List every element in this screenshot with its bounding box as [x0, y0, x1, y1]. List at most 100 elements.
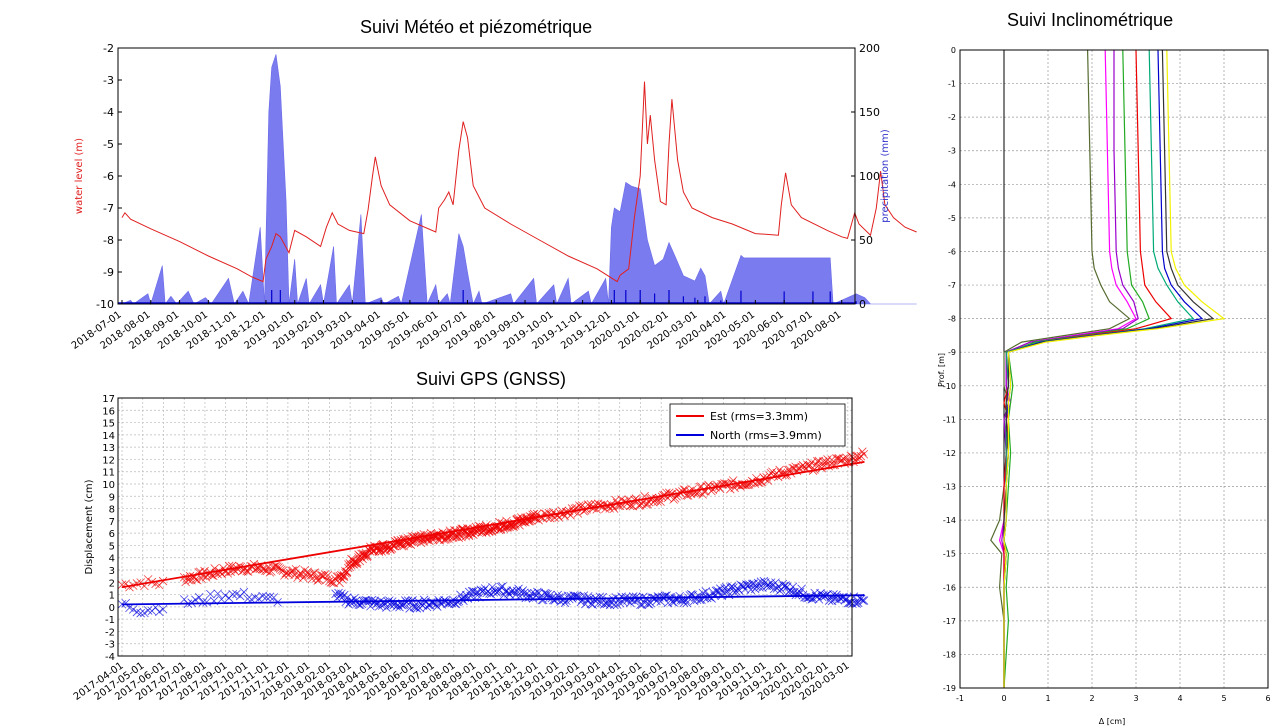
gps-point: [389, 541, 398, 551]
gps-point: [628, 592, 638, 601]
gps-point: [269, 593, 279, 602]
gps-ytick-label: 13: [102, 443, 115, 454]
gps-point: [158, 604, 168, 614]
gps-point: [605, 600, 615, 610]
gps-point: [499, 524, 509, 533]
gps-point: [486, 526, 495, 536]
gps-point: [334, 588, 343, 598]
gps-point: [136, 608, 145, 618]
gps-frame: [117, 397, 853, 657]
inclino-profile-line: [1001, 50, 1139, 688]
inclino-profile-line: [1003, 49, 1173, 688]
inclino-ylabel: Prof. [m]: [937, 353, 946, 387]
gps-point: [312, 574, 321, 583]
inclino-xtick-label: 5: [1221, 694, 1226, 703]
gps-point: [716, 584, 725, 593]
gps-ytick-label: 7: [109, 517, 115, 528]
gps-point: [682, 598, 692, 608]
gps-legend-label: Est (rms=3.3mm): [710, 410, 808, 423]
gps-point: [281, 568, 291, 578]
gps-point: [466, 528, 475, 538]
gps-point: [509, 587, 519, 597]
gps-point: [323, 570, 333, 580]
gps-ytick-label: 2: [109, 578, 115, 589]
gps-point: [486, 525, 496, 534]
gps-point: [271, 561, 280, 571]
inclino-title: Suivi Inclinométrique: [1007, 10, 1174, 30]
meteo-ytick-label: -5: [103, 138, 114, 151]
gps-point: [639, 592, 648, 602]
gps-point: [627, 501, 636, 510]
meteo-ytick-label: -9: [103, 266, 114, 279]
gps-point: [853, 598, 863, 608]
gps-ytick-label: 9: [109, 492, 115, 503]
inclino-ytick-label: -9: [948, 348, 956, 357]
gps-ytick-label: 4: [109, 554, 115, 565]
gps-point: [831, 454, 841, 463]
gps-point: [239, 587, 249, 597]
gps-point: [322, 575, 331, 585]
gps-point: [546, 590, 555, 600]
gps-point: [859, 449, 869, 459]
gps-point: [201, 573, 211, 582]
gps-point: [533, 587, 542, 597]
inclino-profile-line: [998, 49, 1137, 688]
meteo-ytick-label: -10: [96, 298, 114, 311]
inclino-profile-line: [1003, 49, 1215, 688]
inclino-profile-line: [1003, 49, 1204, 688]
gps-point: [621, 592, 631, 602]
gps-point: [466, 591, 475, 601]
gps-point: [794, 590, 803, 600]
inclino-xlabel: Δ [cm]: [1099, 717, 1125, 726]
meteo-ytick-label: -3: [103, 74, 114, 87]
gps-point: [194, 593, 204, 602]
meteo-y2tick-label: 100: [859, 170, 880, 183]
gps-point: [265, 592, 275, 602]
gps-point: [656, 497, 665, 506]
gps-point: [387, 544, 397, 553]
gps-point: [342, 567, 352, 577]
gps-point: [143, 606, 153, 615]
gps-point: [851, 598, 860, 608]
gps-point: [829, 590, 838, 599]
meteo-y2label: precipitation (mm): [880, 129, 891, 223]
gps-point: [505, 522, 514, 532]
gps-ytick-label: 5: [109, 541, 115, 552]
inclino-profile-line: [1003, 49, 1150, 689]
gps-point: [586, 599, 596, 609]
inclino-ytick-label: -1: [948, 80, 956, 89]
gps-point: [698, 588, 708, 598]
inclino-xtick-label: 0: [1001, 694, 1006, 703]
gps-point: [206, 589, 215, 599]
gps-point: [788, 582, 798, 592]
gps-point: [287, 566, 296, 576]
gps-point: [821, 457, 831, 467]
gps-point: [320, 570, 330, 579]
meteo-ytick-label: -7: [103, 202, 114, 215]
inclino-ytick-label: -4: [948, 180, 956, 189]
inclino-ytick-label: -11: [943, 415, 956, 424]
gps-point: [834, 454, 844, 463]
gps-ytick-label: 16: [102, 406, 115, 417]
inclino-frame: [959, 49, 1269, 689]
gps-ytick-label: -4: [105, 652, 115, 663]
inclino-ytick-label: -6: [948, 247, 956, 256]
gps-point: [610, 600, 619, 610]
gps-point: [771, 578, 780, 587]
gps-point: [220, 591, 230, 600]
gps-point: [374, 547, 384, 556]
inclino-ytick-label: -15: [943, 550, 956, 559]
gps-ytick-label: -1: [105, 615, 115, 626]
gps-point: [609, 504, 619, 513]
inclino-ytick-label: -17: [943, 617, 956, 626]
gps-point: [711, 586, 721, 596]
gps-ytick-label: 1: [109, 591, 115, 602]
gps-point: [342, 568, 352, 577]
gps-point: [849, 592, 859, 601]
gps-point: [243, 594, 252, 604]
inclino-ytick-label: -12: [943, 449, 956, 458]
gps-ytick-label: 14: [102, 431, 115, 442]
gps-legend-label: North (rms=3.9mm): [710, 429, 822, 442]
